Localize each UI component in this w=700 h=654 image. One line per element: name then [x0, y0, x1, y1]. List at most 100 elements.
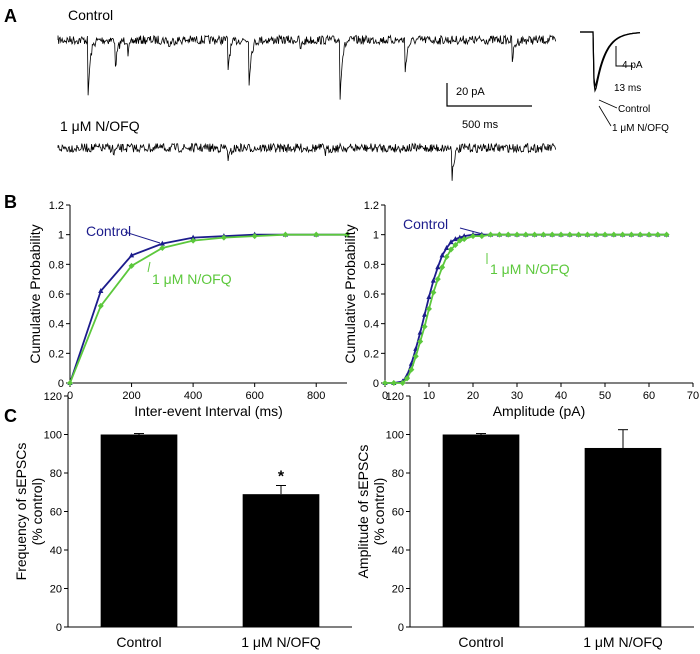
x-axis-label: Amplitude (pA)	[493, 403, 586, 419]
data-point	[496, 231, 503, 238]
data-point	[434, 276, 441, 283]
x-tick-label: 600	[245, 390, 263, 402]
panel-a-traces: Control 1 μM N/OFQ 20 pA 500 ms 4 pA 13 …	[57, 7, 669, 181]
amplitude-cdf-chart: 0 0.2 0.4 0.6 0.8 1 1.2 0 10 20 30 40 50 60 70 Amplitud…	[342, 200, 699, 419]
y-tick-label: 60	[392, 507, 404, 519]
data-point	[619, 231, 626, 238]
x-tick-label: 800	[307, 390, 325, 402]
y-tick-label: 120	[386, 391, 404, 403]
data-point	[531, 231, 538, 238]
y-tick-label: 0	[58, 378, 64, 390]
y-axis-label: Cumulative Probability	[342, 224, 358, 363]
series-label-leader	[147, 261, 151, 273]
y-tick-label: 0	[373, 378, 379, 390]
data-point	[426, 293, 432, 299]
x-tick-label: 50	[599, 390, 611, 402]
series-line	[69, 233, 347, 384]
data-point	[435, 264, 441, 270]
category-label: Control	[116, 634, 161, 650]
x-tick-label: 60	[643, 390, 655, 402]
data-point	[452, 236, 458, 242]
data-point	[313, 231, 320, 238]
y-axis-label: Cumulative Probability	[27, 224, 43, 363]
inset-control-label: Control	[618, 104, 650, 115]
inset-ms-label: 13 ms	[614, 83, 641, 94]
y-axis-label: (% control)	[371, 478, 387, 546]
y-tick-label: 20	[392, 584, 404, 596]
y-tick-label: 0.6	[364, 289, 379, 301]
data-point	[344, 231, 350, 238]
data-point	[461, 233, 467, 239]
inset-drug-trace	[580, 31, 641, 93]
trace-drug-label: 1 μM N/OFQ	[60, 118, 140, 134]
y-tick-label: 1.2	[49, 200, 64, 212]
data-point	[575, 231, 582, 238]
data-point	[421, 323, 428, 330]
x-tick-label: 200	[122, 390, 140, 402]
y-tick-label: 1	[58, 230, 64, 242]
series-label-leader	[459, 227, 491, 237]
data-point	[514, 231, 520, 238]
data-point	[452, 242, 459, 249]
data-point	[610, 231, 617, 238]
data-point	[382, 380, 388, 386]
data-point	[444, 245, 450, 251]
data-point	[97, 302, 104, 309]
y-axis-label: Frequency of sEPSCs	[13, 443, 29, 581]
x-tick-label: 0	[382, 390, 388, 402]
x-tick-label: 30	[511, 390, 523, 402]
x-tick-label: 10	[423, 390, 435, 402]
x-tick-label: 40	[555, 390, 567, 402]
y-tick-label: 0.8	[49, 259, 64, 271]
x-axis-label: Inter-event Interval (ms)	[134, 403, 283, 419]
data-point	[412, 353, 419, 360]
inset-drug-leader	[598, 105, 612, 127]
data-point	[426, 305, 432, 312]
data-point	[128, 262, 135, 269]
significance-marker: *	[278, 469, 285, 486]
x-tick-label: 400	[184, 390, 202, 402]
series-line	[385, 233, 667, 384]
y-tick-label: 40	[392, 545, 404, 557]
data-point	[628, 231, 635, 238]
x-tick-label: 0	[67, 390, 73, 402]
panel-label-c: C	[4, 406, 17, 426]
interval-cdf-chart: 0 0.2 0.4 0.6 0.8 1 1.2 0 200 400 600 800 Inter-even…	[27, 200, 350, 419]
y-tick-label: 0.4	[49, 319, 64, 331]
data-point	[159, 240, 165, 246]
data-point	[584, 231, 591, 238]
trace-scale-bar	[446, 83, 532, 107]
data-point	[448, 246, 454, 253]
data-point	[522, 231, 529, 238]
inset-drug-label: 1 μM N/OFQ	[612, 123, 669, 134]
x-tick-label: 70	[687, 390, 699, 402]
data-point	[566, 231, 573, 238]
data-point	[404, 375, 410, 382]
series-label: 1 μM N/OFQ	[152, 271, 232, 287]
y-tick-label: 0.2	[49, 348, 64, 360]
panel-label-a: A	[4, 6, 17, 26]
data-point	[602, 231, 608, 238]
y-tick-label: 0	[56, 622, 62, 634]
bar	[242, 494, 320, 627]
data-point	[430, 277, 436, 283]
y-tick-label: 0.4	[364, 319, 379, 331]
category-label: 1 μM N/OFQ	[583, 634, 663, 650]
series-line	[69, 233, 347, 384]
y-tick-label: 1	[373, 230, 379, 242]
y-tick-label: 120	[44, 391, 62, 403]
data-point	[220, 234, 227, 241]
frequency-bar-chart: 0 20 40 60 80 100 120 Control * 1 μM N/OFQ Frequen…	[13, 391, 352, 650]
data-point	[470, 233, 476, 240]
y-tick-label: 100	[44, 430, 62, 442]
data-point	[439, 252, 445, 258]
scale-ms-label: 500 ms	[462, 119, 499, 131]
drug-trace	[57, 142, 557, 181]
data-point	[549, 231, 556, 238]
scale-pa-label: 20 pA	[456, 86, 485, 98]
panel-label-b: B	[4, 192, 17, 212]
data-point	[251, 233, 258, 240]
data-point	[478, 233, 485, 240]
